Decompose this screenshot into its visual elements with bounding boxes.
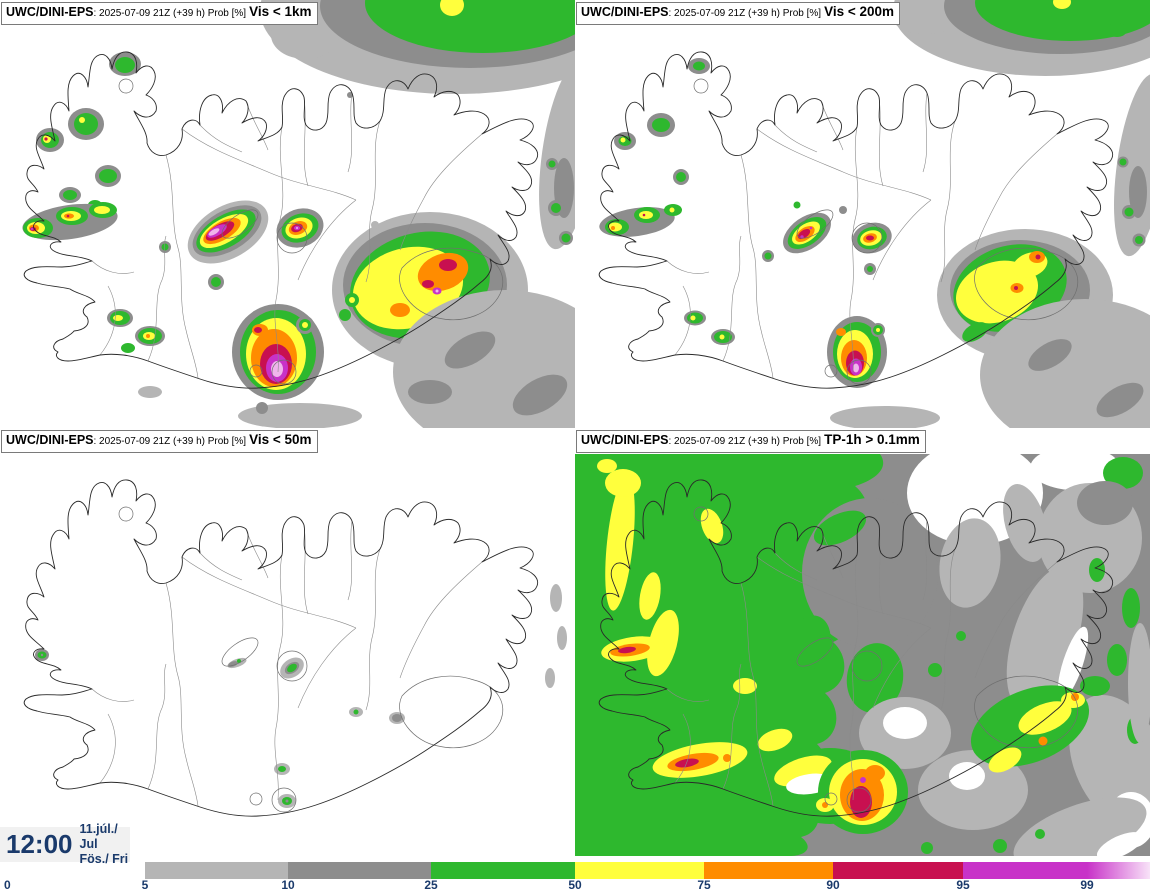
- colorbar-tick-label: 50: [568, 878, 582, 891]
- colorbar-segment-25: [431, 862, 575, 879]
- colorbar-tick-label: 0: [4, 878, 11, 891]
- colorbar-segment-10: [288, 862, 431, 879]
- colorbar-tick-label: 90: [826, 878, 840, 891]
- prob-fills-tp-1h: [575, 441, 1150, 856]
- colorbar-segment-5: [145, 862, 288, 879]
- title-box-vis-50m: UWC/DINI-EPS: 2025-07-09 21Z (+39 h) Pro…: [1, 430, 318, 453]
- model-name: UWC/DINI-EPS: [581, 433, 669, 447]
- field-label: TP-1h > 0.1mm: [824, 432, 920, 447]
- prob-fills-vis-1km: [22, 0, 575, 428]
- model-name: UWC/DINI-EPS: [581, 5, 669, 19]
- prob-fills-vis-200m: [599, 0, 1150, 428]
- map-vis-1km: [22, 0, 575, 428]
- colorbar-tick-label: 95: [956, 878, 970, 891]
- run-info: : 2025-07-09 21Z (+39 h) Prob [%]: [668, 436, 822, 447]
- colorbar-segment-75: [704, 862, 833, 879]
- title-box-vis-1km: UWC/DINI-EPS: 2025-07-09 21Z (+39 h) Pro…: [1, 2, 318, 25]
- colorbar-segment-99: [1087, 862, 1150, 879]
- colorbar-tick-label: 75: [697, 878, 711, 891]
- valid-date-weekday: Fös./ Fri: [79, 852, 129, 866]
- colorbar: [0, 862, 1150, 879]
- prob-fills-vis-50m: [35, 584, 567, 808]
- valid-time-box: 12:00 11.júl./ Jul Fös./ Fri: [0, 822, 130, 866]
- title-box-vis-200m: UWC/DINI-EPS: 2025-07-09 21Z (+39 h) Pro…: [576, 2, 901, 25]
- colorbar-segment-90: [833, 862, 963, 879]
- panel-vis-1km: UWC/DINI-EPS: 2025-07-09 21Z (+39 h) Pro…: [0, 0, 575, 428]
- colorbar-tick-label: 99: [1080, 878, 1094, 891]
- field-label: Vis < 50m: [249, 432, 312, 447]
- panel-vis-50m: UWC/DINI-EPS: 2025-07-09 21Z (+39 h) Pro…: [0, 428, 575, 856]
- run-info: : 2025-07-09 21Z (+39 h) Prob [%]: [93, 8, 247, 19]
- map-vis-50m: [23, 479, 567, 817]
- colorbar-ticks: 0 5 10 25 50 75 90 95 99: [0, 878, 1150, 891]
- run-info: : 2025-07-09 21Z (+39 h) Prob [%]: [93, 436, 247, 447]
- colorbar-tick-label: 10: [281, 878, 295, 891]
- colorbar-segment-50: [575, 862, 704, 879]
- map-vis-200m: [598, 0, 1150, 428]
- valid-date: 11.júl./ Jul Fös./ Fri: [80, 822, 131, 867]
- run-info: : 2025-07-09 21Z (+39 h) Prob [%]: [668, 8, 822, 19]
- colorbar-tick-label: 5: [141, 878, 149, 891]
- colorbar-segment-95: [963, 862, 1087, 879]
- field-label: Vis < 200m: [824, 4, 895, 19]
- model-name: UWC/DINI-EPS: [6, 5, 94, 19]
- colorbar-tick-label: 25: [424, 878, 438, 891]
- valid-date-month: 11.júl./ Jul: [79, 822, 118, 851]
- panel-vis-200m: UWC/DINI-EPS: 2025-07-09 21Z (+39 h) Pro…: [575, 0, 1150, 428]
- title-box-tp-1h: UWC/DINI-EPS: 2025-07-09 21Z (+39 h) Pro…: [576, 430, 926, 453]
- map-tp-1h: [575, 441, 1150, 856]
- field-label: Vis < 1km: [249, 4, 312, 19]
- panel-tp-1h: UWC/DINI-EPS: 2025-07-09 21Z (+39 h) Pro…: [575, 428, 1150, 856]
- model-name: UWC/DINI-EPS: [6, 433, 94, 447]
- valid-time: 12:00: [6, 829, 73, 859]
